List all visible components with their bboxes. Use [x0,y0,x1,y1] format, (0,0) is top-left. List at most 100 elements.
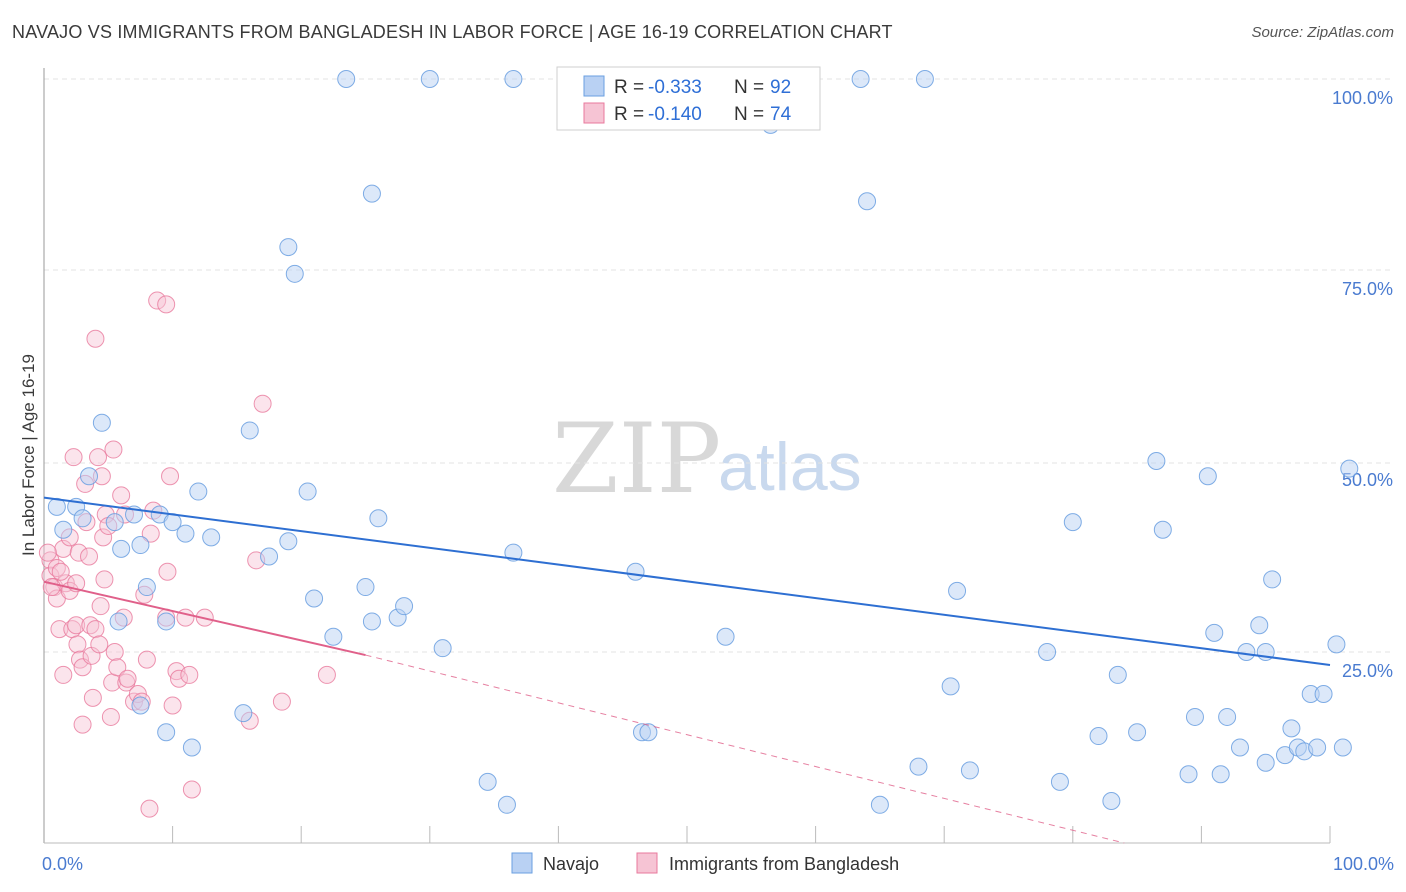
navajo-point [176,524,195,543]
legend-n-value-navajo: 92 [770,77,791,98]
bangladesh-point [272,692,291,711]
bangladesh-point [140,799,159,818]
y-tick-label-25: 25.0% [1342,661,1393,681]
navajo-point [1089,727,1108,746]
navajo-point [305,589,324,608]
navajo-point [337,70,356,88]
bangladesh-trend-extension [365,654,1125,844]
navajo-point [362,612,381,631]
navajo-point [909,757,928,776]
bottom-legend-swatch-navajo [511,852,533,874]
navajo-point [1185,707,1204,726]
navajo-point [369,509,388,528]
navajo-point [112,539,131,558]
bangladesh-point [95,570,114,589]
legend-r-value-bangladesh: -0.140 [648,104,702,125]
legend-swatch-navajo [583,75,605,97]
bangladesh-point [64,448,83,467]
navajo-point [1230,738,1249,757]
navajo-point [279,532,298,551]
y-tick-label-100: 100.0% [1332,88,1393,108]
bangladesh-point [67,616,86,635]
legend-n-value-bangladesh: 74 [770,104,792,125]
bottom-legend-label-navajo: Navajo [543,854,599,874]
bangladesh-point [86,329,105,348]
navajo-point [1198,467,1217,486]
navajo-point [716,627,735,646]
navajo-point [1205,623,1224,642]
bangladesh-point [50,620,69,639]
legend-r-value-navajo: -0.333 [648,77,702,98]
navajo-point [1128,723,1147,742]
bangladesh-point [105,643,124,661]
legend-r-label-bangladesh: R = [614,104,644,125]
bangladesh-point [161,467,180,486]
x-tick-label-max: 100.0% [1333,854,1394,874]
bangladesh-points [38,291,336,818]
bangladesh-point [83,688,102,707]
bangladesh-point [80,547,99,566]
bangladesh-point [163,696,182,715]
navajo-point [1050,772,1069,791]
navajo-point [478,772,497,791]
bangladesh-point [104,440,123,459]
bangladesh-point [118,669,137,688]
bangladesh-point [317,665,336,684]
bangladesh-point [54,539,73,558]
navajo-point [960,761,979,780]
bangladesh-point [94,528,113,547]
navajo-point [851,70,870,88]
navajo-point [948,581,967,600]
bangladesh-point [73,715,92,734]
bangladesh-point [51,562,70,581]
navajo-point [1063,513,1082,532]
navajo-point [234,704,253,723]
bangladesh-point [158,562,177,581]
navajo-point [1256,753,1275,772]
navajo-point [92,413,111,432]
y-tick-label-75: 75.0% [1342,279,1393,299]
bottom-legend-label-bangladesh: Immigrants from Bangladesh [669,854,899,874]
navajo-point [260,547,279,566]
navajo-point [1147,452,1166,470]
navajo-point [1250,616,1269,635]
chart-source: Source: ZipAtlas.com [1251,24,1394,41]
navajo-point [1102,791,1121,810]
navajo-point [189,482,208,501]
navajo-point [137,578,156,597]
navajo-point [1179,765,1198,784]
navajo-point [157,612,176,631]
bangladesh-point [68,635,87,654]
navajo-point [80,467,99,486]
navajo-point [858,192,877,211]
watermark: ZIP atlas [552,403,862,515]
navajo-point [109,612,128,631]
navajo-point [298,482,317,501]
navajo-point [1038,643,1057,661]
navajo-point [362,184,381,203]
x-tick-label-min: 0.0% [42,854,83,874]
x-ticks [172,826,1331,843]
navajo-points [47,70,1359,814]
navajo-point [1108,665,1127,684]
bangladesh-point [108,658,127,677]
navajo-point [1218,707,1237,726]
navajo-point [54,520,73,539]
trend-lines [43,496,1331,844]
legend-r-label-navajo: R = [614,77,644,98]
bangladesh-point [91,597,110,616]
bangladesh-point [148,291,167,310]
navajo-point [105,513,124,532]
navajo-point [202,528,221,547]
legend-n-label-bangladesh: N = [734,104,764,125]
bangladesh-trend-line [43,580,366,657]
y-axis-label: In Labor Force | Age 16-19 [19,354,38,556]
navajo-point [356,578,375,597]
navajo-point [1327,635,1346,654]
navajo-point [157,723,176,742]
navajo-point [395,597,414,616]
navajo-point [497,795,516,814]
bangladesh-point [86,620,105,639]
navajo-point [504,543,523,562]
